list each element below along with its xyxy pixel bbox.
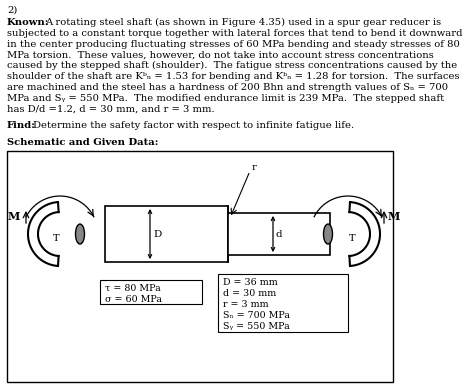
Bar — [218, 274, 348, 332]
Text: Sᵧ = 550 MPa: Sᵧ = 550 MPa — [223, 322, 290, 331]
Text: D: D — [153, 230, 161, 238]
Text: caused by the stepped shaft (shoulder).  The fatigue stress concentrations cause: caused by the stepped shaft (shoulder). … — [7, 61, 457, 70]
Bar — [228, 213, 330, 255]
Text: σ = 60 MPa: σ = 60 MPa — [105, 295, 162, 304]
Ellipse shape — [323, 224, 332, 244]
Text: D = 36 mm: D = 36 mm — [223, 278, 278, 287]
Text: d = 30 mm: d = 30 mm — [223, 289, 276, 298]
Text: in the center producing fluctuating stresses of 60 MPa bending and steady stress: in the center producing fluctuating stre… — [7, 40, 460, 49]
Text: has D/d =1.2, d = 30 mm, and r = 3 mm.: has D/d =1.2, d = 30 mm, and r = 3 mm. — [7, 104, 215, 113]
Text: r: r — [252, 163, 257, 172]
Text: T: T — [349, 233, 356, 243]
Text: M: M — [8, 210, 20, 222]
Text: 2): 2) — [7, 6, 18, 15]
Text: subjected to a constant torque together with lateral forces that tend to bend it: subjected to a constant torque together … — [7, 29, 463, 38]
Text: T: T — [53, 233, 59, 243]
Text: Find:: Find: — [7, 121, 36, 130]
Text: are machined and the steel has a hardness of 200 Bhn and strength values of Sₙ =: are machined and the steel has a hardnes… — [7, 83, 448, 92]
Text: MPa and Sᵧ = 550 MPa.  The modified endurance limit is 239 MPa.  The stepped sha: MPa and Sᵧ = 550 MPa. The modified endur… — [7, 94, 444, 103]
Text: A rotating steel shaft (as shown in Figure 4.35) used in a spur gear reducer is: A rotating steel shaft (as shown in Figu… — [45, 18, 441, 27]
Bar — [100, 280, 202, 304]
Text: Schematic and Given Data:: Schematic and Given Data: — [7, 138, 158, 147]
Text: τ = 80 MPa: τ = 80 MPa — [105, 284, 161, 293]
Text: d: d — [276, 230, 283, 238]
Text: M: M — [388, 210, 401, 222]
Text: Determine the safety factor with respect to infinite fatigue life.: Determine the safety factor with respect… — [33, 121, 354, 130]
Bar — [105, 206, 228, 262]
Text: MPa torsion.  These values, however, do not take into account stress concentrati: MPa torsion. These values, however, do n… — [7, 50, 434, 60]
Text: r = 3 mm: r = 3 mm — [223, 300, 269, 309]
Text: Known:: Known: — [7, 18, 49, 27]
Text: shoulder of the shaft are Kᵇₙ = 1.53 for bending and Kᵇₙ = 1.28 for torsion.  Th: shoulder of the shaft are Kᵇₙ = 1.53 for… — [7, 72, 459, 81]
Bar — [7, 151, 393, 382]
Ellipse shape — [75, 224, 84, 244]
Text: Sₙ = 700 MPa: Sₙ = 700 MPa — [223, 311, 290, 320]
